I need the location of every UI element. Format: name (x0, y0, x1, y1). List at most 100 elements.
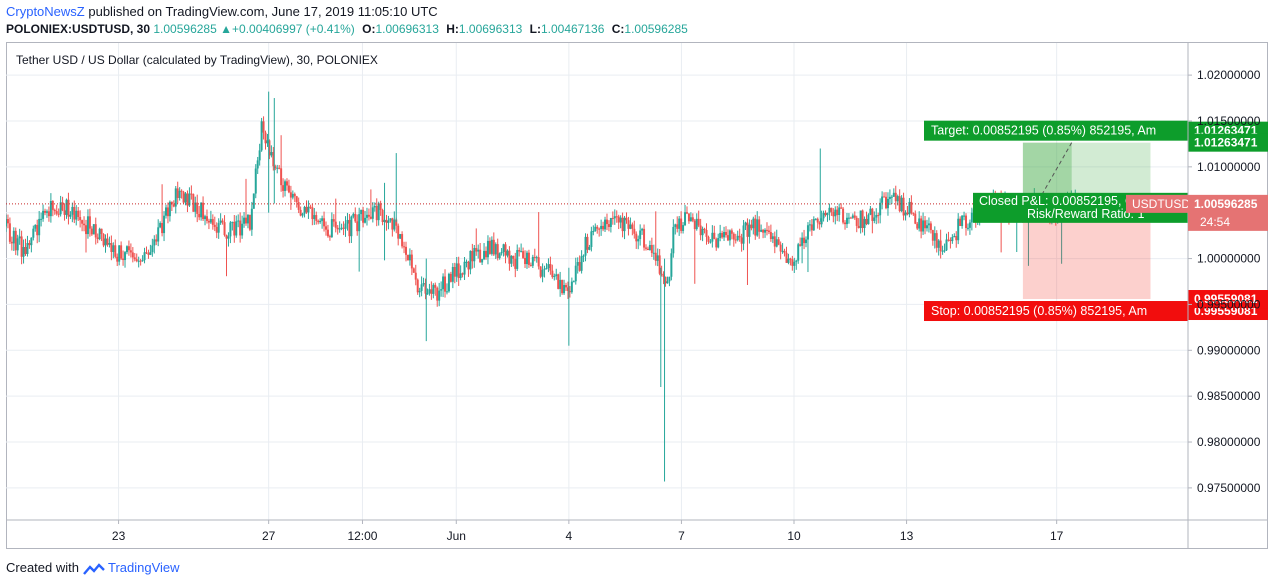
last-price-tag[interactable]: USDTUSD 1.00596285 24:54 (1126, 194, 1268, 231)
candle-body (10, 241, 13, 244)
candle-body (871, 208, 874, 221)
candle-body (246, 214, 249, 224)
candle-body (14, 230, 17, 251)
candle-body (108, 243, 111, 245)
candle-body (617, 216, 620, 223)
candle-body (769, 232, 772, 240)
candle-body (851, 215, 854, 218)
candle-body (643, 228, 646, 248)
candle-body (877, 214, 880, 216)
candle-body (53, 209, 56, 212)
candle-body (820, 218, 823, 225)
candle-body (689, 217, 692, 222)
candle-body (207, 220, 210, 223)
candle-body (754, 218, 757, 236)
candle-body (908, 201, 911, 215)
candle-body (245, 217, 248, 224)
candle-body (122, 258, 125, 261)
candle-body (403, 246, 406, 248)
candle-body (892, 192, 895, 197)
candle-body (613, 216, 616, 219)
candle-body (553, 276, 556, 278)
candle-body (26, 242, 29, 255)
candle-body (693, 220, 696, 230)
candle-body (254, 168, 257, 194)
x-tick-label: 12:00 (347, 529, 377, 543)
x-tick-label: 23 (112, 529, 126, 543)
candle-body (646, 248, 649, 251)
candle-body (867, 214, 870, 225)
candle-body (36, 224, 39, 236)
symbol-tag-text: USDTUSD (1132, 197, 1190, 211)
candle-body (748, 224, 751, 237)
candle-body (309, 206, 312, 208)
candle-body (510, 255, 513, 264)
author-link[interactable]: CryptoNewsZ (6, 4, 85, 19)
candle-body (922, 220, 925, 232)
candle-body (541, 269, 544, 277)
candle-body (543, 268, 546, 270)
candle-body (678, 218, 681, 229)
candle-body (736, 235, 739, 241)
candle-body (810, 224, 813, 231)
candle-body (563, 285, 566, 294)
tradingview-link[interactable]: TradingView (108, 560, 180, 575)
candle-body (765, 229, 768, 231)
candle-body (367, 214, 370, 217)
candle-body (299, 209, 302, 216)
candle-body (732, 233, 735, 240)
candle-body (204, 216, 207, 220)
candle-body (34, 224, 37, 229)
candle-body (762, 229, 765, 233)
candle-body (916, 223, 919, 229)
candle-body (252, 193, 255, 209)
candle-body (6, 219, 9, 224)
candle-body (539, 266, 542, 277)
x-tick-label: 7 (678, 529, 685, 543)
candle-body (330, 219, 333, 238)
candle-body (69, 214, 72, 217)
candle-body (793, 261, 796, 266)
candle-body (73, 206, 76, 220)
candle-body (627, 220, 630, 229)
candle-body (516, 250, 519, 269)
candle-body (325, 226, 328, 230)
candle-body (447, 273, 450, 292)
chart-area[interactable]: Target: 0.00852195 (0.85%) 852195, Am 1.0… (5, 42, 1268, 550)
candle-body (668, 276, 671, 282)
last-price-axis-text: 1.00596285 (1194, 197, 1258, 211)
candle-body (725, 231, 728, 236)
candle-body (935, 233, 938, 248)
candle-body (395, 219, 398, 226)
candle-body (79, 217, 82, 221)
candle-body (172, 204, 175, 207)
target-box (924, 120, 1188, 141)
candle-body (268, 140, 271, 156)
candle-body (797, 244, 800, 261)
candle-body (947, 239, 950, 241)
candle-body (865, 218, 868, 225)
candle-body (537, 257, 540, 267)
symbol-label[interactable]: POLONIEX:USDTUSD, 30 (6, 22, 151, 36)
candle-body (490, 239, 493, 254)
candle-body (803, 237, 806, 244)
price-chart[interactable]: Target: 0.00852195 (0.85%) 852195, Am 1.0… (5, 42, 1268, 550)
candle-body (600, 225, 603, 229)
candle-body (381, 210, 384, 223)
candle-body (836, 209, 839, 215)
candle-body (535, 257, 538, 259)
candle-body (728, 230, 731, 241)
candle-body (855, 217, 858, 226)
candle-body (451, 266, 454, 282)
candle-body (295, 196, 298, 203)
candle-body (598, 228, 601, 230)
candle-body (672, 226, 675, 254)
symbol-header: POLONIEX:USDTUSD, 30 1.00596285 ▲+0.0040… (6, 22, 688, 36)
candle-body (264, 132, 267, 144)
x-tick-label: 17 (1050, 529, 1064, 543)
candle-body (12, 230, 15, 244)
candle-body (641, 228, 644, 231)
candle-body (248, 214, 251, 230)
candle-body (297, 202, 300, 210)
candle-body (233, 221, 236, 236)
